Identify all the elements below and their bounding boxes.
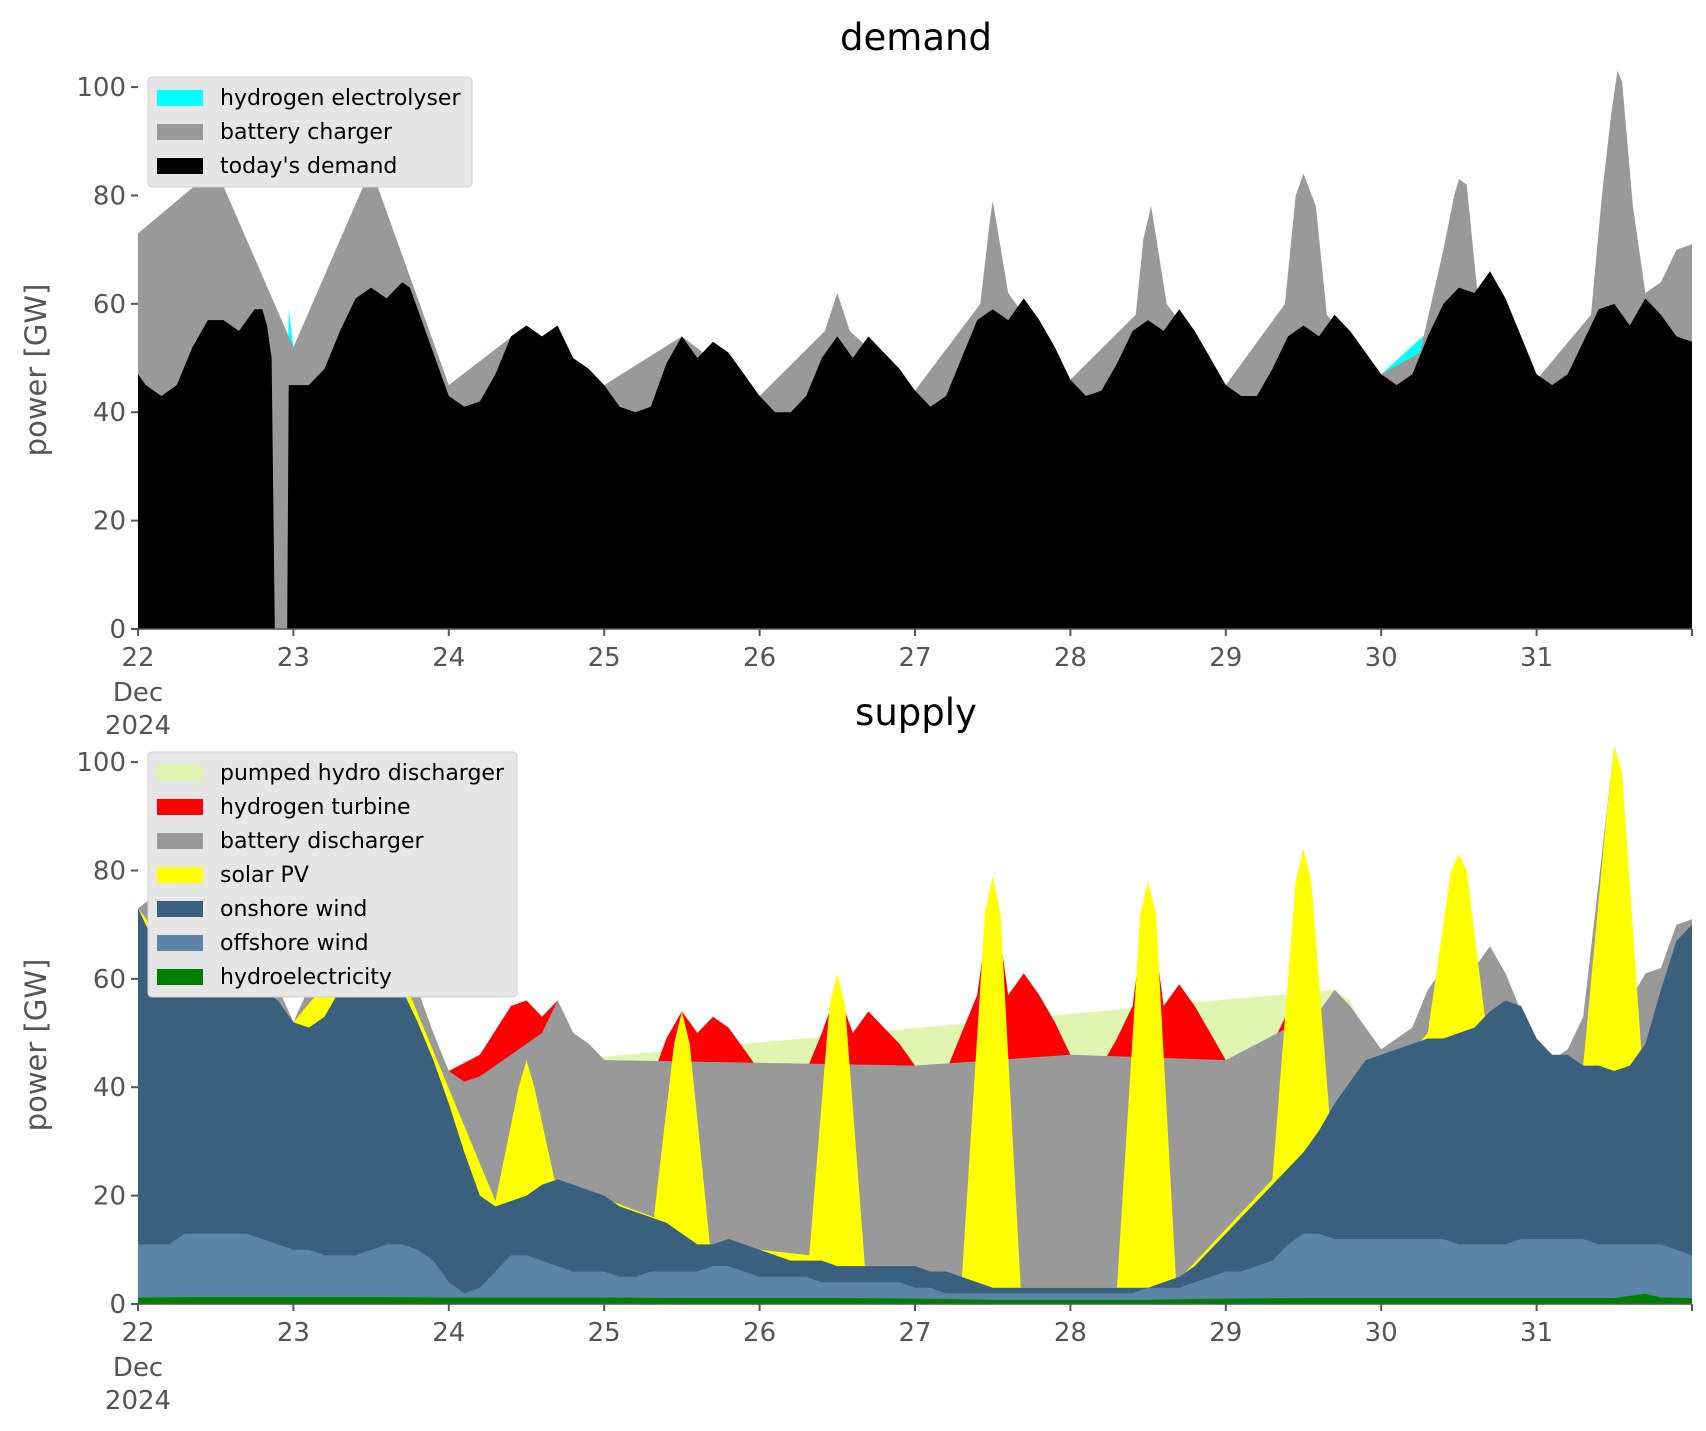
legend-swatch [157, 765, 203, 781]
x-tick-sublabel: 2024 [105, 1386, 171, 1416]
y-tick-label: 40 [93, 398, 126, 428]
y-axis: 0 20 40 60 80 100 [76, 748, 138, 1320]
legend-label: solar PV [220, 863, 309, 888]
x-tick-label: 28 [1054, 1318, 1087, 1348]
x-tick-label: 29 [1209, 1318, 1242, 1348]
x-tick-label: 23 [277, 1318, 310, 1348]
legend-swatch [157, 833, 203, 849]
legend-label: hydrogen turbine [220, 795, 411, 820]
x-tick-label: 27 [898, 643, 931, 673]
x-tick-label: 25 [588, 1318, 621, 1348]
y-tick-label: 60 [93, 965, 126, 995]
x-tick-label: 26 [743, 1318, 776, 1348]
supply-areas [138, 745, 1692, 1304]
supply-panel: supply 0 20 40 60 80 100 22 23 24 25 26 27 28 29 30 31… [19, 691, 1693, 1416]
chart-title: demand [840, 16, 992, 59]
y-tick-label: 20 [93, 507, 126, 537]
legend-box [147, 76, 473, 188]
legend-label: onshore wind [220, 897, 367, 922]
legend-swatch [157, 90, 203, 106]
x-tick-label: 23 [277, 643, 310, 673]
x-tick-sublabel: Dec [113, 1353, 163, 1383]
legend-label: offshore wind [220, 931, 369, 956]
x-tick-label: 27 [898, 1318, 931, 1348]
legend-label: battery discharger [220, 829, 425, 854]
area-today-s-demand [138, 271, 1692, 629]
legend-box [147, 751, 518, 998]
x-tick-label: 25 [588, 643, 621, 673]
x-tick-label: 31 [1520, 643, 1553, 673]
legend-swatch [157, 969, 203, 985]
legend-swatch [157, 799, 203, 815]
y-tick-label: 100 [76, 748, 126, 778]
y-axis-label: power [GW] [19, 959, 53, 1132]
legend-label: pumped hydro discharger [220, 761, 505, 786]
demand-areas [138, 70, 1692, 630]
y-tick-label: 0 [109, 615, 126, 645]
area-offshore-wind [138, 1233, 1692, 1304]
x-tick-label: 26 [743, 643, 776, 673]
demand-panel: demand 0 20 40 60 80 100 22 23 24 25 26 27 28 29 30 31… [19, 16, 1693, 741]
x-tick-label: 22 [121, 643, 154, 673]
legend: hydrogen electrolyser battery charger toda… [147, 76, 473, 188]
y-tick-label: 80 [93, 856, 126, 886]
legend-label: hydroelectricity [220, 965, 392, 990]
y-tick-label: 20 [93, 1182, 126, 1212]
legend-label: battery charger [220, 120, 393, 145]
y-axis-label: power [GW] [19, 284, 53, 457]
x-tick-label: 29 [1209, 643, 1242, 673]
x-tick-sublabel: 2024 [105, 711, 171, 741]
area-onshore-wind [138, 908, 1692, 1304]
legend-swatch [157, 124, 203, 140]
legend-swatch [157, 935, 203, 951]
x-tick-sublabel: Dec [113, 678, 163, 708]
y-tick-label: 0 [109, 1290, 126, 1320]
x-tick-label: 28 [1054, 643, 1087, 673]
x-tick-label: 22 [121, 1318, 154, 1348]
legend-swatch [157, 901, 203, 917]
x-tick-label: 24 [432, 1318, 465, 1348]
y-tick-label: 40 [93, 1073, 126, 1103]
y-axis: 0 20 40 60 80 100 [76, 73, 138, 645]
x-tick-label: 31 [1520, 1318, 1553, 1348]
legend-swatch [157, 867, 203, 883]
legend-label: today's demand [220, 154, 397, 179]
legend-swatch [157, 158, 203, 174]
x-tick-label: 30 [1365, 1318, 1398, 1348]
legend: pumped hydro discharger hydrogen turbine b… [147, 751, 518, 998]
y-tick-label: 80 [93, 181, 126, 211]
legend-label: hydrogen electrolyser [220, 86, 461, 111]
x-tick-label: 30 [1365, 643, 1398, 673]
area-hydroelectricity [138, 1293, 1692, 1304]
x-tick-label: 24 [432, 643, 465, 673]
y-tick-label: 60 [93, 290, 126, 320]
y-tick-label: 100 [76, 73, 126, 103]
chart-title: supply [855, 691, 977, 734]
